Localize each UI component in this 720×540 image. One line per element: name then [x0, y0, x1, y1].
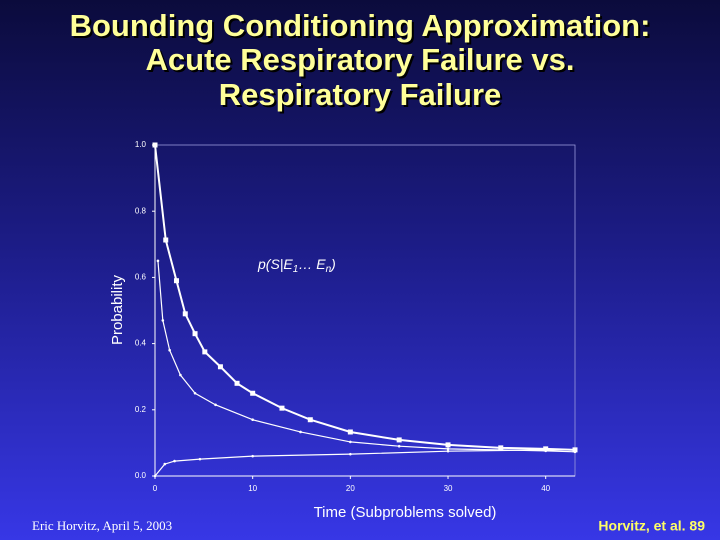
marker [163, 462, 167, 466]
marker [202, 349, 208, 355]
marker [251, 418, 254, 422]
y-tick-label: 0.6 [135, 273, 147, 282]
x-axis-label: Time (Subproblems solved) [314, 504, 497, 521]
y-axis-label: Probability [109, 274, 126, 345]
marker [179, 373, 182, 377]
title-line: Respiratory Failure [219, 77, 502, 112]
marker [299, 430, 302, 434]
annotation-part: 1 [293, 264, 299, 275]
marker [192, 331, 198, 337]
marker [156, 259, 160, 263]
y-tick-label: 0.0 [135, 471, 147, 480]
x-tick-label: 0 [153, 484, 158, 493]
x-tick-label: 10 [248, 484, 257, 493]
series-line [157, 260, 576, 453]
annotation-part: n [326, 264, 332, 275]
marker [347, 429, 353, 435]
marker [214, 403, 217, 407]
y-tick-label: 0.4 [135, 339, 147, 348]
marker [397, 444, 401, 448]
x-tick-label: 40 [541, 484, 550, 493]
marker [251, 454, 254, 458]
plot-frame [154, 144, 576, 477]
marker [234, 380, 240, 386]
marker [152, 142, 158, 148]
marker [217, 364, 223, 370]
marker [153, 474, 157, 478]
series-line [154, 449, 575, 477]
marker [498, 445, 504, 451]
marker [573, 450, 577, 454]
annotation: p(S|E1… En) [257, 256, 336, 275]
x-tick-label: 30 [444, 484, 453, 493]
series-line [154, 144, 576, 451]
marker [349, 440, 352, 444]
marker [279, 405, 285, 411]
marker [446, 447, 450, 451]
marker [396, 437, 402, 443]
annotation-part: … E [298, 256, 326, 272]
marker [198, 457, 202, 461]
footer-left: Eric Horvitz, April 5, 2003 [32, 518, 172, 533]
marker [250, 390, 256, 396]
title-line: Bounding Conditioning Approximation: [70, 8, 651, 43]
y-tick-label: 0.2 [135, 405, 147, 414]
marker [544, 448, 547, 452]
marker [445, 442, 451, 448]
marker [173, 459, 176, 463]
y-tick-label: 0.8 [135, 206, 147, 215]
marker [446, 449, 450, 453]
marker [163, 237, 169, 243]
marker [168, 348, 171, 352]
x-tick-label: 20 [346, 484, 355, 493]
marker [161, 319, 165, 322]
annotation-part: p(S|E [257, 256, 293, 272]
title: Bounding Conditioning Approximation: Acu… [70, 8, 651, 112]
marker [573, 448, 577, 452]
title-line: Acute Respiratory Failure vs. [146, 42, 575, 77]
y-tick-label: 1.0 [135, 140, 147, 149]
marker [182, 311, 188, 317]
marker [193, 391, 197, 395]
marker [173, 278, 179, 284]
footer-right: Horvitz, et al. 89 [598, 518, 705, 534]
marker [307, 417, 313, 423]
annotation-part: ) [329, 256, 336, 272]
marker [349, 452, 352, 456]
